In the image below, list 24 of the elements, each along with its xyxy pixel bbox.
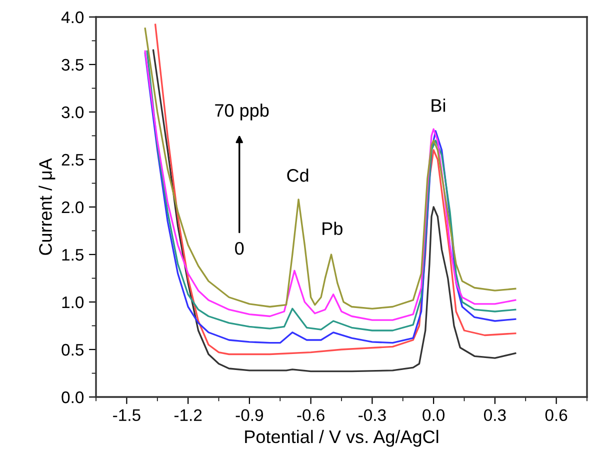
x-tick-label: -0.3 [358,409,386,422]
x-tick-label: -0.9 [236,409,264,422]
y-tick-label: 1.5 [62,249,84,261]
y-tick-label: 2.5 [62,154,84,166]
annotation: 0 [235,242,244,255]
y-tick-label: 3.5 [62,58,84,71]
x-axis-title: Potential / V vs. Ag/AgCl [245,430,438,447]
y-tick-label: 0.5 [62,344,84,356]
x-tick-label: 0.0 [422,409,444,422]
x-tick-label: 0.3 [484,409,506,422]
y-tick-label: 0.0 [62,391,84,404]
annotation: Bi [432,98,446,112]
y-tick-label: 2.0 [62,201,84,214]
y-tick-label: 3.0 [62,106,84,118]
annotation: Pb [322,222,342,236]
x-tick-label: -1.2 [174,409,202,421]
x-tick-label: -1.5 [113,409,140,422]
x-tick-label: -0.6 [297,409,324,422]
annotation: Cd [287,168,308,182]
annotation: 70 ppb [215,104,269,120]
y-tick-label: 1.0 [62,296,84,308]
x-tick-label: 0.6 [545,409,568,422]
y-tick-label: 4.0 [61,11,84,24]
y-axis-title: Current / μA [38,158,56,255]
